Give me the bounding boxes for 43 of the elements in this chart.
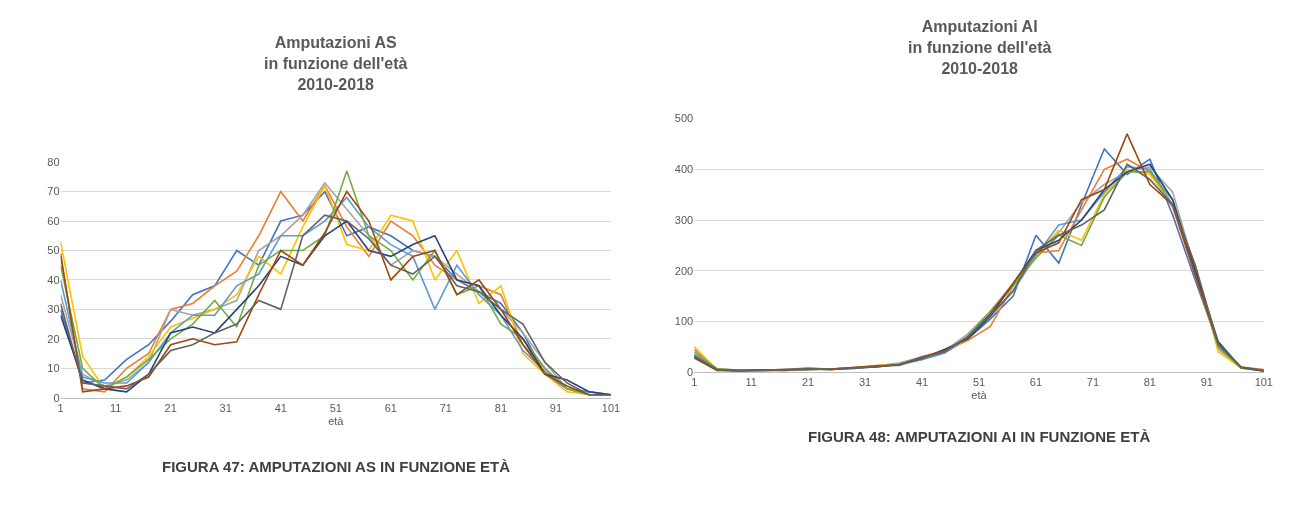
- x-tick-label: 1: [691, 376, 698, 389]
- x-tick-label: 61: [1029, 376, 1043, 389]
- x-tick-label: 21: [164, 401, 177, 414]
- x-tick-label: 81: [494, 401, 508, 414]
- x-axis-title: età: [328, 415, 345, 428]
- y-tick-label: 40: [47, 273, 60, 286]
- y-tick-label: 300: [674, 213, 694, 226]
- x-tick-label: 51: [972, 376, 986, 389]
- text: FIGURA 48: AMPUTAZIONI AI IN FUNZIONE ETÀ: [808, 428, 1151, 445]
- x-tick-label: 101: [601, 401, 621, 414]
- chart-title: Amputazioni AI in funzione dell'età 2010-2018: [908, 18, 1052, 77]
- y-tick-label: 500: [674, 112, 694, 125]
- x-tick-label: 31: [219, 401, 232, 414]
- y-tick-label: 30: [47, 303, 60, 316]
- x-tick-label: 31: [858, 376, 872, 389]
- x-tick-label: 81: [1143, 376, 1157, 389]
- x-tick-label: 71: [439, 401, 453, 414]
- y-tick-label: 60: [47, 214, 60, 227]
- y-tick-label: 100: [674, 315, 694, 328]
- x-tick-label: 41: [915, 376, 929, 389]
- y-tick-label: 0: [53, 391, 60, 404]
- y-tick-label: 400: [674, 163, 694, 176]
- text: FIGURA 47: AMPUTAZIONI AS IN FUNZIONE ETÀ: [162, 458, 511, 475]
- y-tick-label: 80: [47, 156, 60, 169]
- chart-title: Amputazioni AS in funzione dell'età 2010-2018: [264, 34, 408, 93]
- y-tick-label: 0: [687, 365, 694, 378]
- x-tick-label: 71: [1086, 376, 1100, 389]
- x-tick-label: 91: [549, 401, 563, 414]
- x-tick-label: 21: [801, 376, 815, 389]
- y-tick-label: 20: [47, 332, 60, 345]
- x-tick-label: 11: [109, 401, 122, 414]
- y-tick-label: 10: [47, 362, 60, 375]
- x-tick-label: 1: [57, 401, 64, 414]
- x-tick-label: 91: [1200, 376, 1213, 389]
- y-tick-label: 200: [674, 264, 694, 277]
- x-tick-label: 61: [384, 401, 397, 414]
- x-tick-label: 51: [329, 401, 342, 414]
- x-tick-label: 101: [1254, 376, 1273, 389]
- x-axis-title: età: [971, 389, 988, 402]
- y-tick-label: 70: [47, 185, 60, 198]
- x-tick-label: 11: [745, 376, 757, 389]
- y-tick-label: 50: [47, 244, 60, 257]
- x-tick-label: 41: [274, 401, 287, 414]
